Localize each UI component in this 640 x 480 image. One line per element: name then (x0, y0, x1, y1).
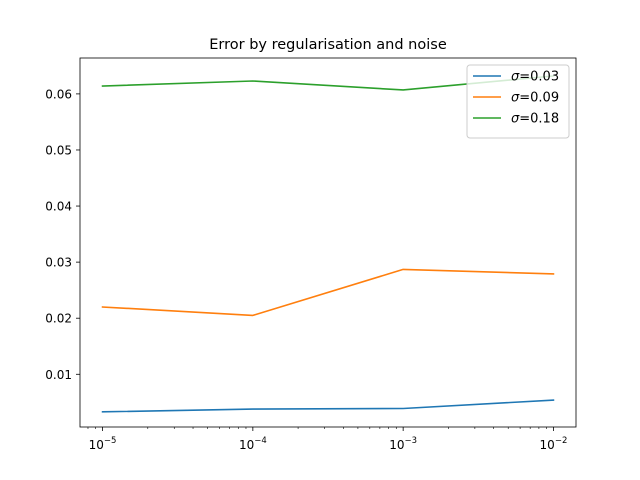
legend-label: σ=0.09 (511, 91, 559, 106)
y-tick-label: 0.01 (45, 368, 72, 382)
y-tick-label: 0.06 (45, 87, 72, 101)
series-line-1 (101, 268, 555, 317)
chart-title: Error by regularisation and noise (209, 37, 447, 53)
legend-box (466, 64, 570, 139)
x-tick-label: 10−3 (389, 436, 417, 452)
y-tick-label: 0.03 (45, 256, 72, 270)
x-tick-label: 10−4 (239, 436, 267, 452)
legend: σ=0.03 σ=0.09 σ=0.18 (466, 64, 570, 139)
legend-label: σ=0.18 (511, 112, 559, 127)
y-tick-label: 0.05 (45, 143, 72, 157)
series-line-0 (101, 399, 555, 413)
x-tick-label: 10−2 (540, 436, 568, 452)
x-axis: 10−5 10−4 10−3 10−2 (87, 427, 568, 452)
x-tick-label: 10−5 (89, 436, 117, 452)
legend-label: σ=0.03 (511, 70, 559, 85)
y-tick-label: 0.04 (45, 200, 72, 214)
y-tick-label: 0.02 (45, 312, 72, 326)
y-axis: 0.01 0.02 0.03 0.04 0.05 0.06 (45, 87, 80, 382)
plot-frame (79, 57, 577, 428)
